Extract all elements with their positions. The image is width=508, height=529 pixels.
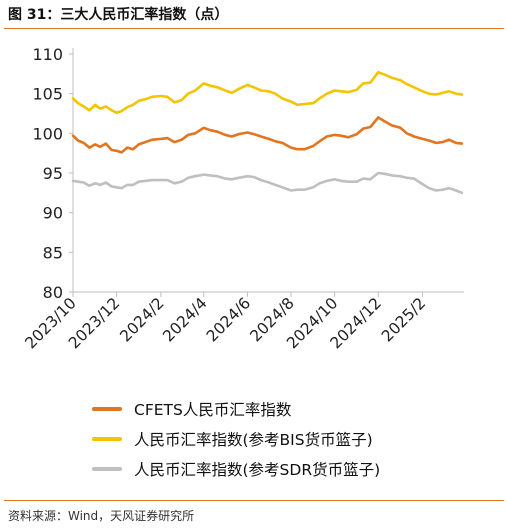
y-tick-label: 85 (43, 243, 63, 262)
axes: 808590951001051102023/102023/122024/2202… (22, 45, 464, 352)
line-chart: 808590951001051102023/102023/122024/2202… (0, 30, 508, 400)
series-line-3 (73, 173, 462, 193)
y-tick-label: 95 (43, 164, 63, 183)
series-line-1 (73, 118, 462, 153)
legend-item: CFETS人民币汇率指数 (92, 394, 380, 424)
footer-divider (4, 500, 504, 501)
x-tick-label: 2024/2 (116, 294, 167, 345)
legend-label: 人民币汇率指数(参考BIS货币篮子) (134, 428, 373, 450)
figure-title: 图 31：三大人民币汇率指数（点） (8, 4, 228, 24)
series-line-2 (73, 72, 462, 113)
legend-swatch (92, 437, 122, 441)
legend-swatch (92, 467, 122, 471)
legend-label: 人民币汇率指数(参考SDR货币篮子) (134, 458, 380, 480)
y-tick-label: 110 (32, 45, 63, 64)
title-divider (4, 28, 504, 29)
x-tick-label: 2024/6 (203, 294, 254, 345)
legend-label: CFETS人民币汇率指数 (134, 398, 291, 420)
y-tick-label: 100 (32, 124, 63, 143)
x-tick-label: 2025/2 (378, 294, 429, 345)
series-lines (73, 72, 462, 193)
legend-item: 人民币汇率指数(参考SDR货币篮子) (92, 454, 380, 484)
y-tick-label: 80 (43, 283, 63, 302)
x-tick-label: 2024/4 (159, 294, 210, 345)
y-tick-label: 90 (43, 204, 63, 223)
y-tick-label: 105 (32, 85, 63, 104)
legend-swatch (92, 407, 122, 411)
legend: CFETS人民币汇率指数人民币汇率指数(参考BIS货币篮子) 人民币汇率指数(参考… (92, 394, 380, 484)
legend-item: 人民币汇率指数(参考BIS货币篮子) (92, 424, 380, 454)
source-note: 资料来源：Wind，天风证券研究所 (8, 507, 194, 524)
